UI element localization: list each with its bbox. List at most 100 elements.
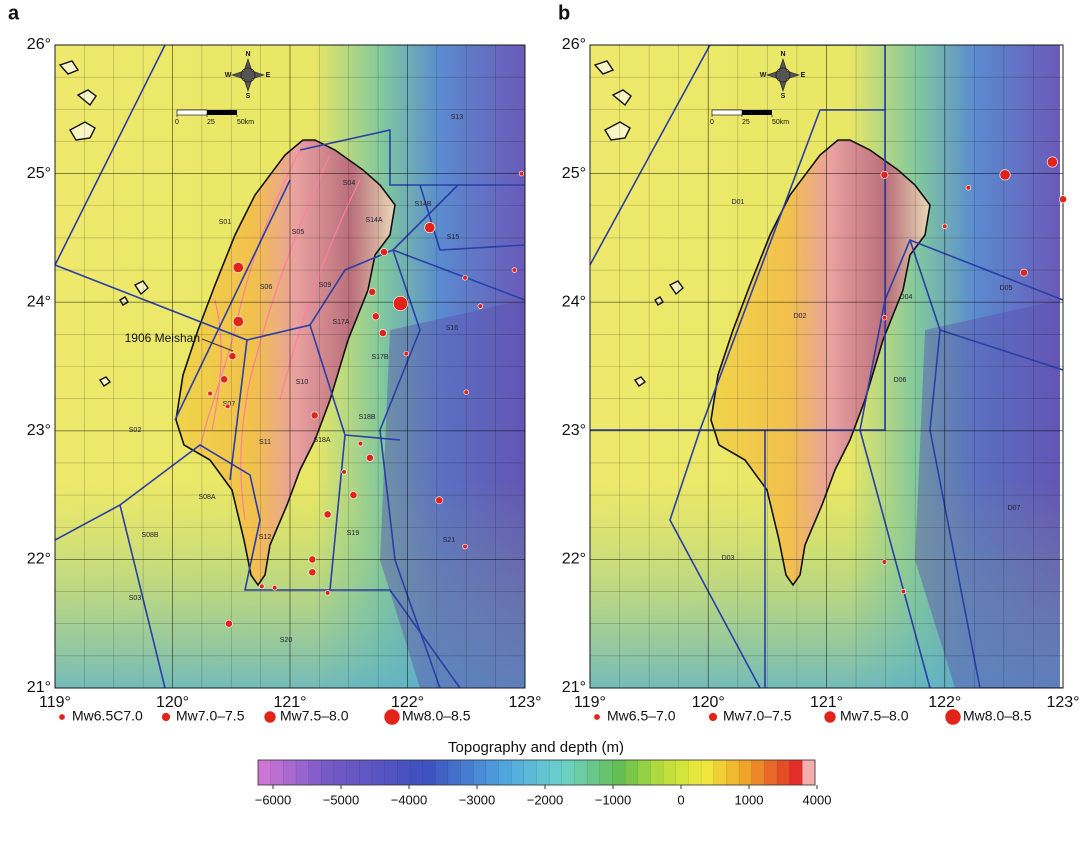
y-tick-label: 21° [27, 679, 51, 696]
zone-label: S08B [141, 532, 158, 539]
earthquake [225, 620, 232, 627]
y-tick-label: 24° [562, 293, 586, 310]
colorbar-cell [372, 760, 385, 785]
zone-label: S17A [332, 319, 349, 326]
zone-label: S14B [414, 201, 431, 208]
colorbar-cell [397, 760, 410, 785]
x-tick-label: 123° [1046, 694, 1079, 711]
zone-label: S08A [198, 494, 215, 501]
earthquake [342, 470, 347, 475]
earthquake [233, 316, 243, 326]
earthquake [478, 304, 483, 309]
colorbar-cell [802, 760, 815, 785]
legend-label: Mw7.5–8.0 [280, 708, 349, 724]
colorbar-cell [283, 760, 296, 785]
colorbar-cell [714, 760, 727, 785]
earthquake [233, 262, 243, 272]
colorbar-cell [752, 760, 765, 785]
zone-label: S19 [347, 530, 360, 537]
x-tick-label: 120° [692, 694, 725, 711]
earthquake [366, 454, 373, 461]
earthquake [1059, 196, 1066, 203]
colorbar-tick-label: 4000 [803, 792, 832, 807]
colorbar-cell [499, 760, 512, 785]
colorbar-tick-label: 1000 [735, 792, 764, 807]
y-tick-label: 25° [27, 165, 51, 182]
y-tick-label: 22° [562, 551, 586, 568]
colorbar-title: Topography and depth (m) [448, 739, 624, 756]
colorbar-cell [663, 760, 676, 785]
colorbar-cell [410, 760, 423, 785]
colorbar-tick-label: −6000 [255, 792, 292, 807]
zone-label: D07 [1008, 505, 1021, 512]
earthquake [1047, 157, 1057, 167]
annotation: 1906 Meishan [125, 331, 200, 345]
earthquake [372, 313, 379, 320]
legend-label: Mw7.5–8.0 [840, 708, 909, 724]
legend-symbol [59, 714, 65, 720]
zone-label: S02 [129, 427, 142, 434]
zone-label: D02 [794, 313, 807, 320]
scale-label: 25 [742, 119, 750, 126]
y-tick-label: 26° [562, 36, 586, 53]
y-tick-label: 23° [562, 422, 586, 439]
earthquake [259, 584, 264, 589]
colorbar-cell [537, 760, 550, 785]
legend-symbol [824, 711, 835, 722]
colorbar-cell [612, 760, 625, 785]
colorbar-cell [549, 760, 562, 785]
earthquake [1000, 170, 1010, 180]
compass-letter: S [781, 93, 786, 100]
legend-label: Mw8.0–8.5 [402, 708, 471, 724]
colorbar-cell [296, 760, 309, 785]
colorbar-cell [790, 760, 803, 785]
earthquake [380, 248, 387, 255]
compass-letter: N [780, 51, 785, 58]
earthquake [221, 376, 228, 383]
earthquake [225, 404, 230, 409]
panel-label: b [558, 2, 570, 24]
zone-label: S03 [129, 595, 142, 602]
colorbar-cell [347, 760, 360, 785]
colorbar-cell [587, 760, 600, 785]
zone-label: S13 [451, 114, 464, 121]
zone-label: D05 [1000, 285, 1013, 292]
x-tick-label: 119° [39, 694, 71, 711]
colorbar-tick-label: −3000 [459, 792, 496, 807]
earthquake [350, 492, 357, 499]
compass-letter: N [245, 51, 250, 58]
compass-letter: E [801, 72, 806, 79]
colorbar-cell [739, 760, 752, 785]
colorbar-cell [562, 760, 575, 785]
scale-bar [742, 110, 772, 115]
colorbar-cell [321, 760, 334, 785]
colorbar-cell [309, 760, 322, 785]
colorbar-cell [435, 760, 448, 785]
earthquake [942, 224, 947, 229]
earthquake [324, 511, 331, 518]
zone-label: D03 [722, 555, 735, 562]
zone-label: D04 [900, 294, 913, 301]
zone-label: S14A [365, 217, 382, 224]
y-tick-label: 26° [27, 36, 51, 53]
colorbar-cell [473, 760, 486, 785]
colorbar-tick-label: −4000 [391, 792, 428, 807]
earthquake [208, 391, 213, 396]
x-tick-label: 123° [508, 694, 541, 711]
compass-letter: W [225, 72, 232, 79]
legend-label: Mw8.0–8.5 [963, 708, 1032, 724]
figure: 1906 Meishan a b Topography and depth (m… [0, 0, 1088, 845]
earthquake [404, 351, 409, 356]
colorbar-cell [423, 760, 436, 785]
colorbar-cell [764, 760, 777, 785]
colorbar-cell [650, 760, 663, 785]
colorbar-tick-label: −1000 [595, 792, 632, 807]
colorbar-cell [359, 760, 372, 785]
zone-label: S05 [292, 229, 305, 236]
zone-label: S18A [313, 437, 330, 444]
scale-label: 50km [772, 119, 789, 126]
zone-label: S20 [280, 637, 293, 644]
scale-label: 0 [175, 119, 179, 126]
zone-label: S01 [219, 219, 232, 226]
legend-symbol [709, 713, 717, 721]
